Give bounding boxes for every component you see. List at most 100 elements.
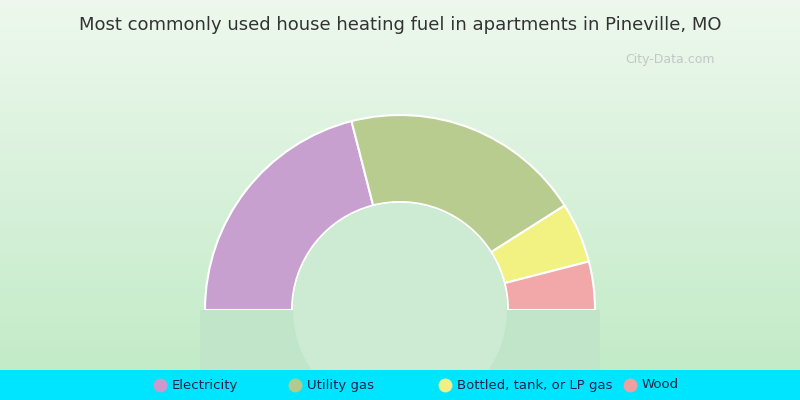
Bar <box>200 344 600 345</box>
Bar <box>200 336 600 338</box>
Bar <box>0 155 800 157</box>
Bar <box>0 342 800 344</box>
Bar <box>0 157 800 159</box>
Bar <box>0 52 800 54</box>
Bar <box>0 74 800 76</box>
Bar <box>0 350 800 352</box>
Bar <box>0 204 800 205</box>
Bar <box>0 152 800 154</box>
Bar <box>0 224 800 226</box>
Bar <box>0 80 800 81</box>
Bar <box>0 362 800 364</box>
Bar <box>0 209 800 211</box>
Bar <box>0 185 800 187</box>
Bar <box>0 344 800 346</box>
Bar <box>0 78 800 80</box>
Bar <box>0 261 800 263</box>
Bar <box>0 268 800 270</box>
Bar <box>0 283 800 285</box>
Bar <box>0 94 800 96</box>
Bar <box>0 104 800 106</box>
Bar <box>0 311 800 313</box>
Bar <box>0 28 800 30</box>
Bar <box>0 96 800 98</box>
Text: Bottled, tank, or LP gas: Bottled, tank, or LP gas <box>457 378 613 392</box>
Bar <box>0 220 800 222</box>
Bar <box>0 57 800 59</box>
Bar <box>0 357 800 359</box>
Bar <box>0 163 800 165</box>
Bar <box>0 144 800 146</box>
Bar <box>0 130 800 131</box>
Bar <box>0 207 800 209</box>
Bar <box>0 178 800 180</box>
Bar <box>0 9 800 11</box>
Bar <box>0 218 800 220</box>
Bar <box>0 122 800 124</box>
Bar <box>0 168 800 170</box>
Bar <box>200 311 600 312</box>
Bar <box>0 32 800 33</box>
Bar <box>200 327 600 328</box>
Bar <box>200 348 600 350</box>
Bar <box>0 235 800 237</box>
Bar <box>0 76 800 78</box>
Bar <box>200 323 600 324</box>
Bar <box>0 368 800 370</box>
Bar <box>0 83 800 85</box>
Bar <box>0 111 800 113</box>
Bar <box>0 248 800 250</box>
Wedge shape <box>293 203 507 400</box>
Bar <box>0 54 800 56</box>
Bar <box>200 354 600 356</box>
Bar <box>200 338 600 339</box>
Bar <box>0 161 800 163</box>
Bar <box>0 300 800 302</box>
Bar <box>0 81 800 83</box>
Bar <box>0 107 800 109</box>
Bar <box>0 242 800 244</box>
Bar <box>0 106 800 107</box>
Bar <box>0 211 800 213</box>
Bar <box>0 92 800 94</box>
Bar <box>0 13 800 15</box>
Bar <box>0 314 800 316</box>
Bar <box>0 141 800 142</box>
Bar <box>0 240 800 242</box>
Bar <box>200 339 600 340</box>
Bar <box>200 359 600 360</box>
Bar <box>200 312 600 314</box>
Bar <box>0 128 800 130</box>
Bar <box>0 4 800 6</box>
Bar <box>0 48 800 50</box>
Text: Utility gas: Utility gas <box>307 378 374 392</box>
Wedge shape <box>351 115 565 252</box>
Bar <box>0 183 800 185</box>
Bar <box>200 310 600 311</box>
Bar <box>0 196 800 198</box>
Bar <box>0 50 800 52</box>
Bar <box>0 366 800 368</box>
Text: Most commonly used house heating fuel in apartments in Pineville, MO: Most commonly used house heating fuel in… <box>78 16 722 34</box>
Bar <box>200 356 600 357</box>
Bar <box>0 146 800 148</box>
Bar <box>0 324 800 326</box>
Bar <box>0 364 800 366</box>
Bar <box>0 172 800 174</box>
Bar <box>200 346 600 347</box>
Bar <box>0 142 800 144</box>
Bar <box>0 244 800 246</box>
Bar <box>0 190 800 192</box>
Bar <box>200 321 600 322</box>
Bar <box>0 198 800 200</box>
Bar <box>0 326 800 328</box>
Bar <box>0 115 800 116</box>
Bar <box>200 360 600 362</box>
Bar <box>0 274 800 276</box>
Wedge shape <box>505 262 595 310</box>
Bar <box>0 361 800 362</box>
Bar <box>200 363 600 364</box>
Bar <box>0 202 800 204</box>
Bar <box>0 150 800 152</box>
Bar <box>0 278 800 279</box>
